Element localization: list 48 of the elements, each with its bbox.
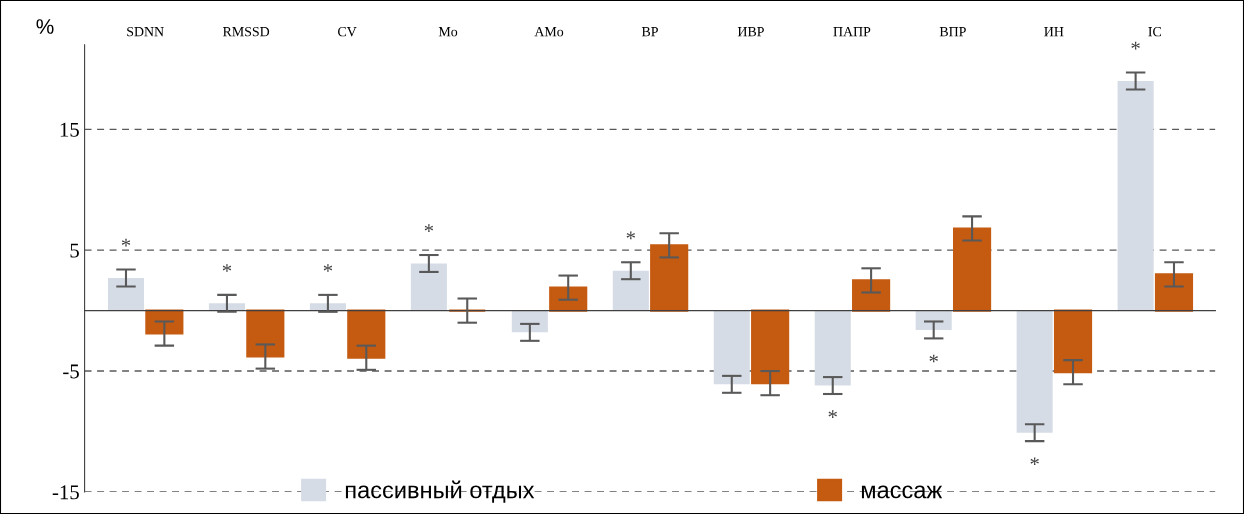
bar — [915, 310, 952, 330]
bar — [511, 310, 548, 333]
annotation: * — [424, 224, 434, 232]
bar — [549, 286, 588, 312]
bar — [410, 263, 447, 311]
y-tick-label: -15 — [52, 485, 79, 500]
x-tick-label: ИВР — [737, 27, 764, 37]
legend-label: пассивный отдых — [345, 480, 535, 503]
bar — [751, 309, 790, 385]
annotation: * — [929, 354, 938, 363]
bar — [309, 303, 346, 311]
x-tick-label: RMSSD — [222, 27, 270, 37]
bar — [1117, 80, 1154, 311]
annotation: * — [1030, 457, 1039, 466]
bar — [852, 279, 891, 312]
x-tick-label: ПАПР — [833, 27, 871, 37]
x-tick-label: CV — [338, 27, 357, 37]
legend-label: массаж — [861, 485, 943, 499]
annotation: * — [1131, 41, 1140, 50]
bar — [713, 310, 750, 385]
bar — [1016, 310, 1053, 433]
bar — [107, 277, 145, 311]
bar — [952, 227, 992, 312]
x-tick-label: ИН — [1044, 27, 1064, 37]
bar — [208, 303, 245, 311]
bar — [650, 244, 689, 312]
annotation: * — [323, 264, 333, 272]
bar — [1154, 273, 1194, 312]
x-tick-label: ВПР — [939, 27, 966, 37]
y-tick-label: -5 — [63, 364, 79, 379]
bar — [612, 270, 649, 311]
bar — [1053, 309, 1093, 374]
annotation: * — [121, 238, 131, 247]
x-tick-label: IC — [1148, 27, 1161, 37]
y-axis-title: % — [36, 19, 54, 34]
x-tick-label: Mo — [438, 27, 458, 37]
x-tick-label: BP — [641, 27, 658, 37]
annotation: * — [828, 410, 837, 418]
x-tick-label: SDNN — [127, 27, 164, 37]
y-tick-label: 15 — [60, 122, 79, 137]
y-tick-label: 5 — [70, 243, 79, 258]
bar — [347, 309, 386, 359]
annotation: * — [222, 264, 232, 272]
bar — [814, 310, 851, 386]
bar — [145, 309, 184, 335]
annotation: * — [626, 231, 636, 240]
bar — [246, 309, 285, 358]
x-tick-label: AMo — [534, 27, 564, 37]
